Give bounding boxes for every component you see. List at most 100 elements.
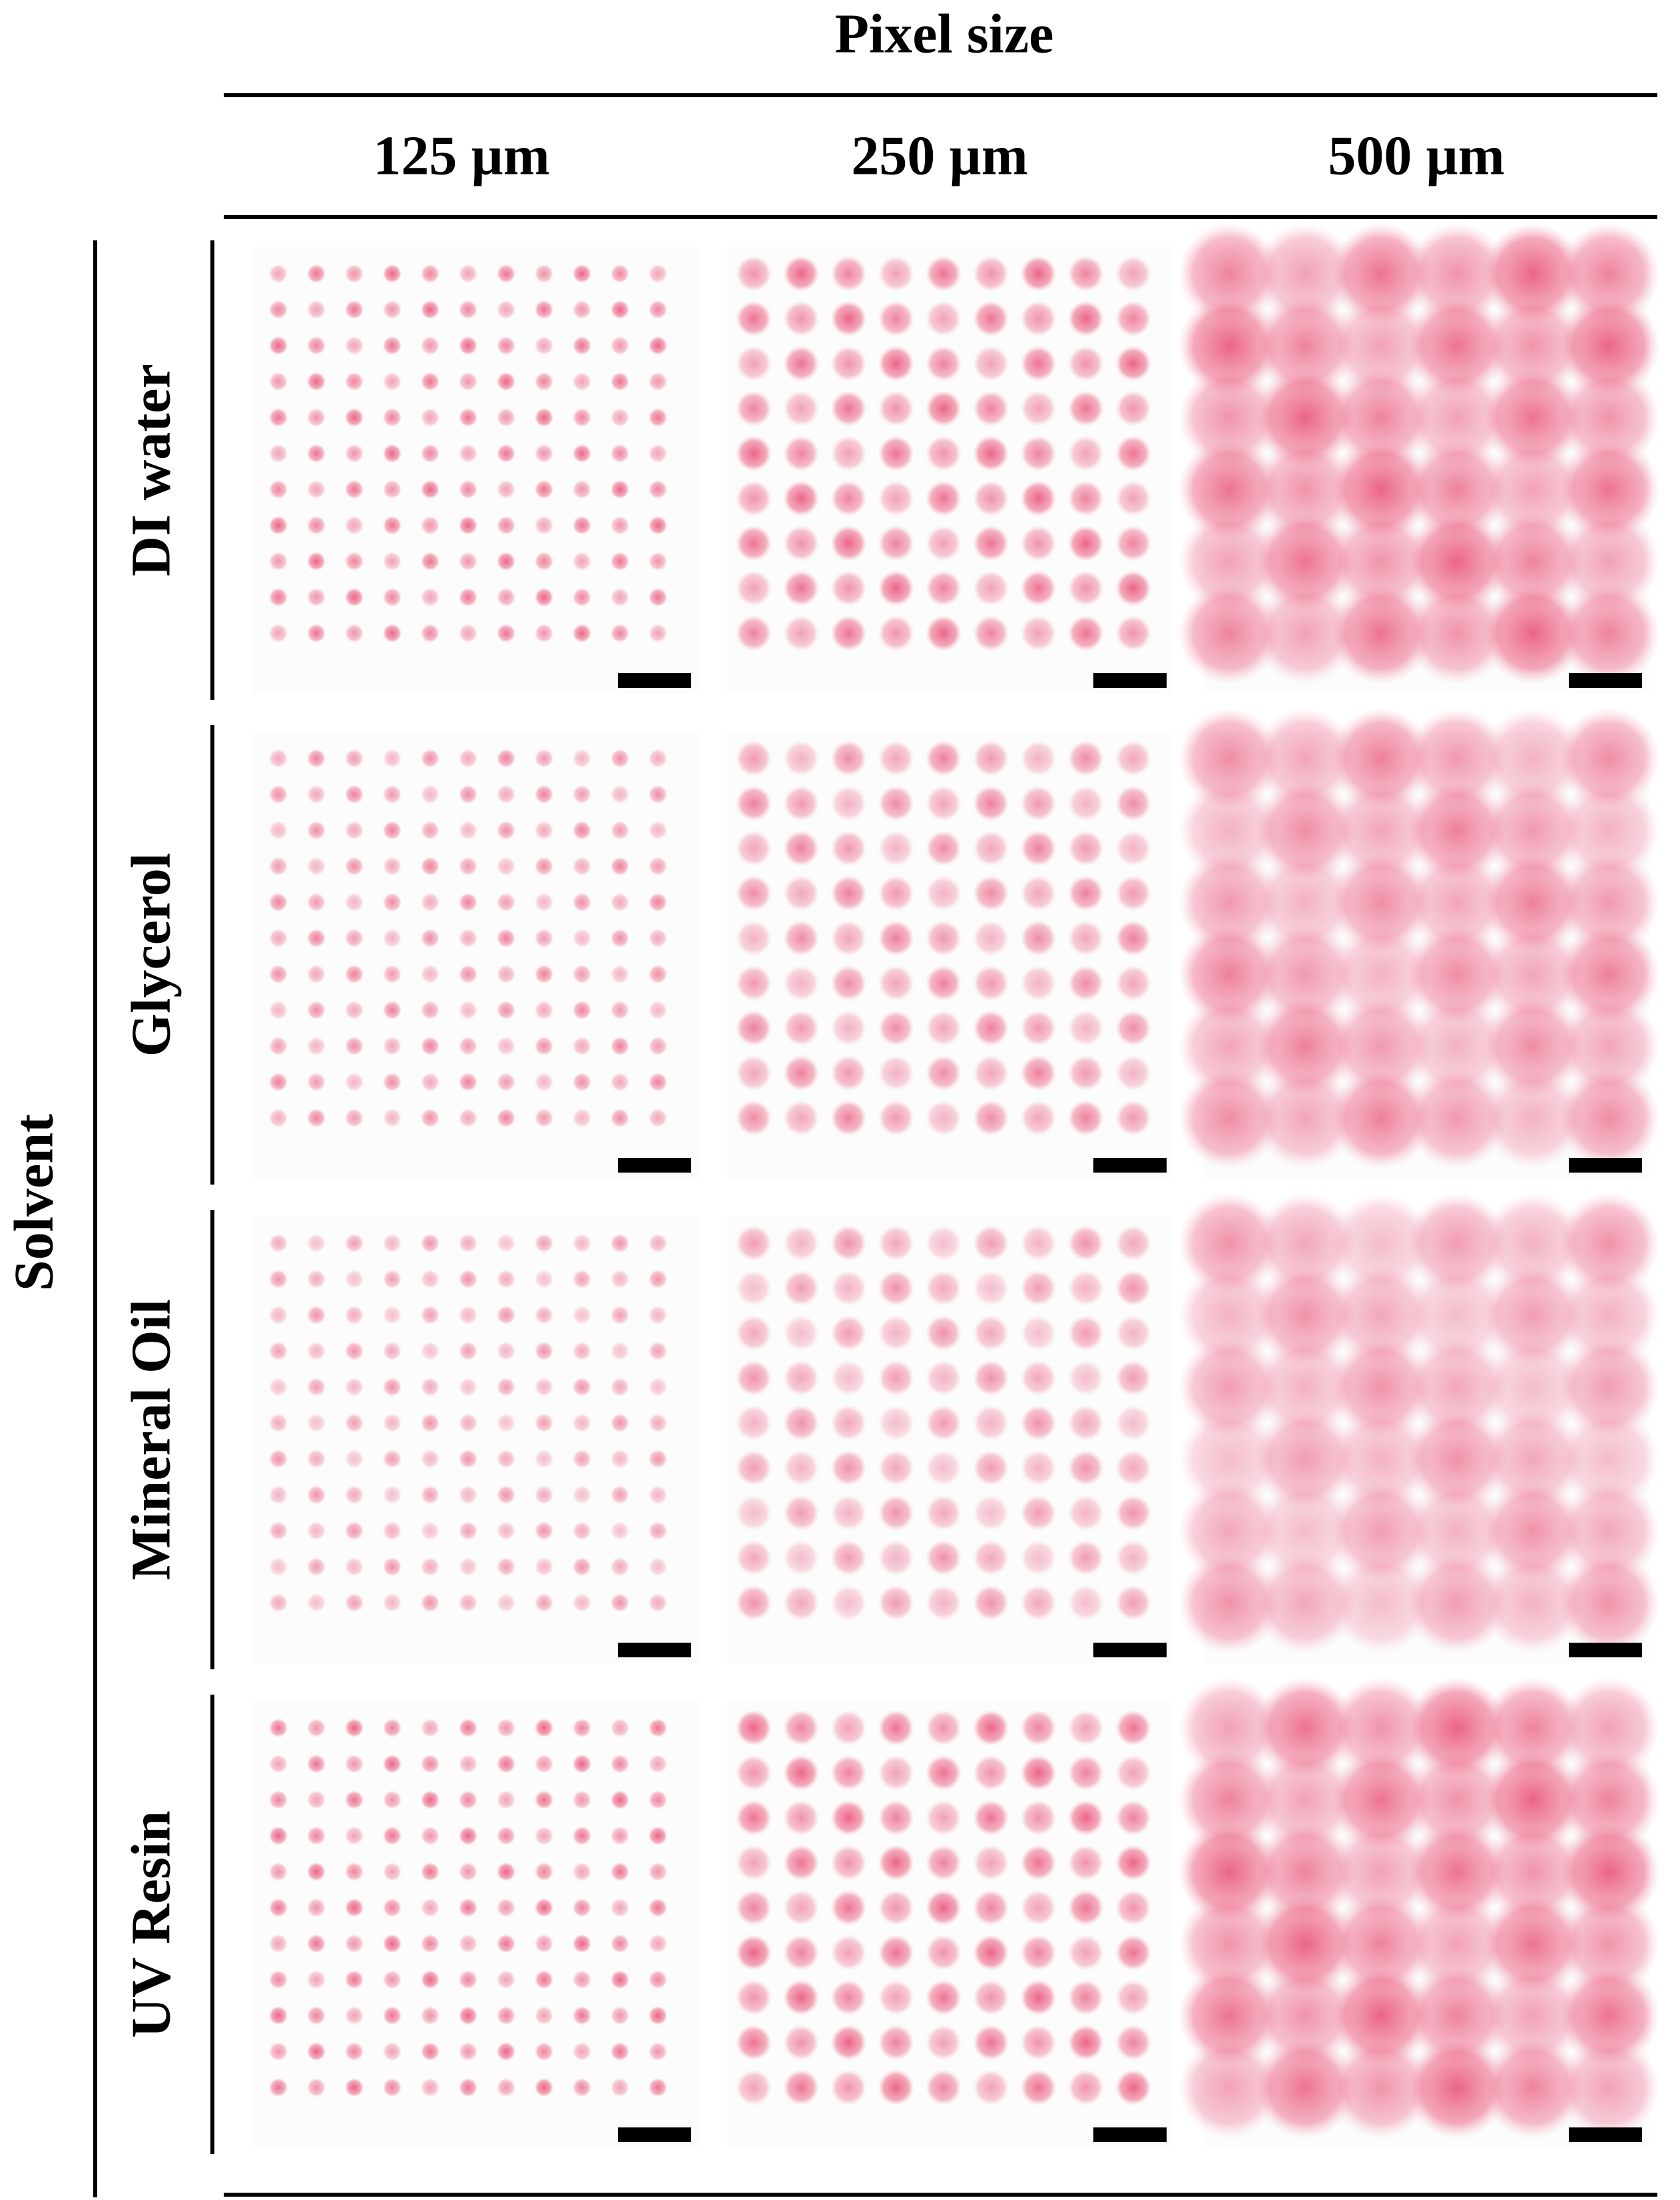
dot: [458, 300, 478, 320]
dot: [1330, 1820, 1432, 1923]
dot: [1067, 1539, 1104, 1576]
dot: [610, 587, 630, 607]
dot: [925, 345, 962, 382]
dot: [1178, 294, 1280, 397]
dot: [344, 1072, 364, 1092]
dot: [420, 856, 440, 876]
dot: [382, 587, 402, 607]
dot: [496, 1485, 516, 1505]
dot: [1115, 785, 1152, 822]
dot: [878, 1755, 914, 1791]
dot: [830, 1799, 867, 1836]
dot: [1557, 366, 1660, 469]
dot: [648, 1826, 668, 1846]
dot: [1020, 390, 1057, 427]
dot: [382, 2006, 402, 2026]
dot: [382, 1593, 402, 1613]
dot: [344, 820, 364, 840]
dot: [420, 336, 440, 356]
dot: [420, 1485, 440, 1505]
dot: [268, 1826, 288, 1846]
dot: [534, 2077, 554, 2097]
dot: [1406, 1964, 1508, 2067]
dot: [1254, 1480, 1356, 1582]
dot: [830, 1979, 867, 2016]
dot: [1254, 438, 1356, 541]
dot: [1020, 480, 1057, 517]
dot: [925, 435, 962, 472]
dot: [1254, 1408, 1356, 1510]
dot: [973, 345, 1009, 382]
dot: [1020, 1099, 1057, 1137]
dot: [830, 345, 867, 382]
dot: [878, 2069, 914, 2106]
dot: [1178, 1480, 1280, 1582]
dot: [420, 623, 440, 643]
dot: [268, 1377, 288, 1397]
dot: [1067, 390, 1104, 427]
dot: [1557, 1551, 1660, 1654]
dot: [1330, 2036, 1432, 2139]
dot: [1482, 582, 1584, 685]
dot: [610, 748, 630, 768]
dot: [382, 1108, 402, 1128]
dot: [572, 623, 592, 643]
dot: [648, 1593, 668, 1613]
dot: [1178, 1677, 1280, 1779]
dot: [610, 443, 630, 463]
dot: [648, 443, 668, 463]
dot: [1482, 1551, 1584, 1654]
dot: [1115, 2069, 1152, 2106]
dot: [1115, 1450, 1152, 1486]
dot: [344, 1521, 364, 1541]
dot: [1115, 570, 1152, 607]
dot: [534, 1269, 554, 1289]
dot: [783, 435, 820, 472]
dot: [878, 255, 914, 292]
dot: [648, 784, 668, 804]
dot: [973, 1934, 1009, 1971]
dot: [1330, 707, 1432, 810]
dot: [344, 1593, 364, 1613]
dot: [1115, 830, 1152, 867]
dot: [572, 1970, 592, 1990]
dot: [458, 408, 478, 427]
dot: [1557, 851, 1660, 954]
dot: [572, 1341, 592, 1361]
dot: [572, 2006, 592, 2026]
dot: [1067, 785, 1104, 822]
dot: [830, 1314, 867, 1352]
dot: [534, 1072, 554, 1092]
dot: [572, 1718, 592, 1738]
dot: [1557, 923, 1660, 1025]
dot: [382, 1934, 402, 1954]
dot: [1254, 1964, 1356, 2067]
dot: [610, 264, 630, 284]
dot: [648, 2042, 668, 2062]
dot: [344, 748, 364, 768]
dot: [878, 1055, 914, 1091]
dot: [1557, 510, 1660, 613]
dot: [1115, 1844, 1152, 1881]
dot: [925, 740, 962, 777]
dot: [1178, 1192, 1280, 1294]
dot: [496, 623, 516, 643]
dot: [878, 390, 914, 427]
dot: [534, 1413, 554, 1433]
dot: [1406, 1264, 1508, 1366]
dot: [572, 443, 592, 463]
dot: [735, 740, 772, 777]
dot: [344, 1826, 364, 1846]
dot: [648, 2077, 668, 2097]
scale-bar: [618, 1158, 691, 1173]
dot: [878, 435, 914, 472]
dot: [1482, 779, 1584, 882]
dot: [1330, 1408, 1432, 1510]
dot: [830, 300, 867, 337]
dot: [382, 1862, 402, 1882]
dot: [783, 1539, 820, 1576]
dot: [610, 1449, 630, 1469]
dot: [648, 928, 668, 948]
dot: [1115, 1225, 1152, 1262]
dot: [306, 856, 326, 876]
